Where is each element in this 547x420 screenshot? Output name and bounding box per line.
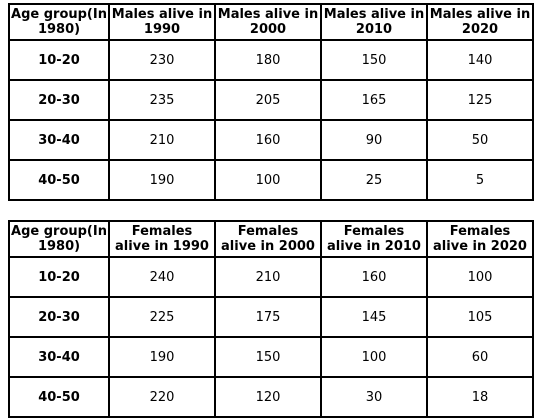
value-cell: 235: [108, 79, 216, 121]
value-cell: 210: [108, 119, 216, 161]
header-age-group: Age group(In 1980): [8, 3, 110, 41]
table-row: 40-50 190 100 25 5: [8, 159, 534, 201]
value-cell: 145: [320, 296, 428, 338]
value-cell: 100: [426, 256, 534, 298]
header-line: alive in 2000: [221, 239, 315, 254]
value-cell: 160: [320, 256, 428, 298]
header-line: alive in 1990: [115, 239, 209, 254]
table-row: 30-40 210 160 90 50: [8, 119, 534, 161]
value-cell: 30: [320, 376, 428, 418]
age-group-cell: 40-50: [8, 159, 110, 201]
table-header-row: Age group(In 1980) Males alive in 1990 Mal…: [8, 3, 534, 41]
header-males-1990: Males alive in 1990: [108, 3, 216, 41]
header-females-2000: Females alive in 2000: [214, 220, 322, 258]
header-line: Age group(In: [11, 7, 107, 22]
table-row: 20-30 235 205 165 125: [8, 79, 534, 121]
header-line: 2000: [249, 22, 287, 37]
value-cell: 18: [426, 376, 534, 418]
value-cell: 100: [214, 159, 322, 201]
header-line: Males alive in: [217, 7, 319, 22]
age-group-cell: 20-30: [8, 296, 110, 338]
table-header-row: Age group(In 1980) Females alive in 1990 F…: [8, 220, 534, 258]
table-row: 40-50 220 120 30 18: [8, 376, 534, 418]
table-row: 30-40 190 150 100 60: [8, 336, 534, 378]
value-cell: 105: [426, 296, 534, 338]
value-cell: 25: [320, 159, 428, 201]
value-cell: 140: [426, 39, 534, 81]
age-group-cell: 40-50: [8, 376, 110, 418]
header-line: Females: [449, 224, 511, 239]
value-cell: 210: [214, 256, 322, 298]
header-females-2010: Females alive in 2010: [320, 220, 428, 258]
value-cell: 225: [108, 296, 216, 338]
value-cell: 150: [320, 39, 428, 81]
value-cell: 165: [320, 79, 428, 121]
header-line: Age group(In: [11, 224, 107, 239]
header-line: Females: [343, 224, 405, 239]
value-cell: 5: [426, 159, 534, 201]
age-group-cell: 30-40: [8, 119, 110, 161]
header-line: alive in 2010: [327, 239, 421, 254]
value-cell: 190: [108, 159, 216, 201]
females-alive-table: Age group(In 1980) Females alive in 1990 F…: [8, 220, 534, 418]
value-cell: 60: [426, 336, 534, 378]
age-group-cell: 10-20: [8, 39, 110, 81]
header-males-2020: Males alive in 2020: [426, 3, 534, 41]
value-cell: 220: [108, 376, 216, 418]
header-line: Males alive in: [429, 7, 531, 22]
header-males-2000: Males alive in 2000: [214, 3, 322, 41]
table-row: 10-20 230 180 150 140: [8, 39, 534, 81]
value-cell: 90: [320, 119, 428, 161]
age-group-cell: 10-20: [8, 256, 110, 298]
header-line: 1980): [37, 239, 81, 254]
value-cell: 100: [320, 336, 428, 378]
value-cell: 240: [108, 256, 216, 298]
header-line: Males alive in: [323, 7, 425, 22]
header-line: Females: [131, 224, 193, 239]
value-cell: 125: [426, 79, 534, 121]
header-line: alive in 2020: [433, 239, 527, 254]
header-males-2010: Males alive in 2010: [320, 3, 428, 41]
header-line: 2020: [461, 22, 499, 37]
header-line: Females: [237, 224, 299, 239]
value-cell: 150: [214, 336, 322, 378]
header-females-1990: Females alive in 1990: [108, 220, 216, 258]
header-age-group: Age group(In 1980): [8, 220, 110, 258]
value-cell: 160: [214, 119, 322, 161]
value-cell: 50: [426, 119, 534, 161]
header-line: 1980): [37, 22, 81, 37]
value-cell: 230: [108, 39, 216, 81]
header-line: Males alive in: [111, 7, 213, 22]
value-cell: 175: [214, 296, 322, 338]
table-row: 20-30 225 175 145 105: [8, 296, 534, 338]
value-cell: 205: [214, 79, 322, 121]
value-cell: 190: [108, 336, 216, 378]
header-line: 1990: [143, 22, 181, 37]
value-cell: 120: [214, 376, 322, 418]
age-group-cell: 20-30: [8, 79, 110, 121]
header-females-2020: Females alive in 2020: [426, 220, 534, 258]
males-alive-table: Age group(In 1980) Males alive in 1990 Mal…: [8, 3, 534, 201]
value-cell: 180: [214, 39, 322, 81]
age-group-cell: 30-40: [8, 336, 110, 378]
header-line: 2010: [355, 22, 393, 37]
table-row: 10-20 240 210 160 100: [8, 256, 534, 298]
